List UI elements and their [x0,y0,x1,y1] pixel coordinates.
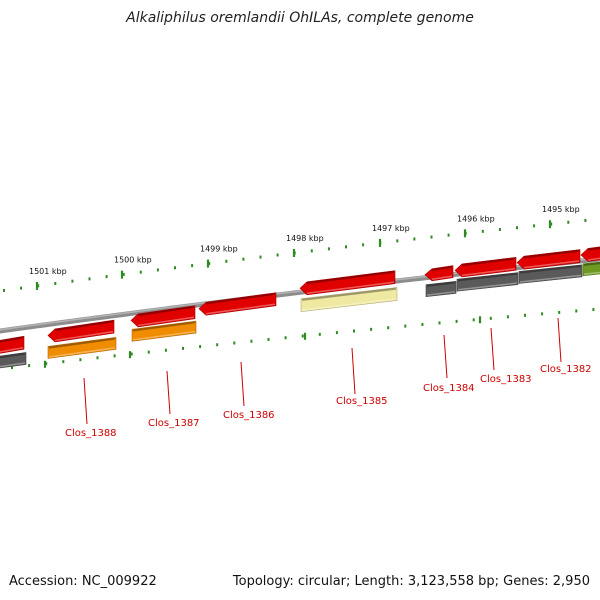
gene-bottom-edge [523,260,580,269]
label-leader-line [166,370,171,415]
gene-bottom-edge [587,257,600,261]
gene-arrow [47,319,115,343]
gene-arrow [424,265,454,282]
gene-top-edge [523,249,580,259]
tick-label: 1496 kbp [457,214,495,223]
map-title: Alkaliphilus oremlandii OhILAs, complete… [126,10,474,26]
gene-top-edge [205,292,276,305]
gene-labels: Clos_1382 Clos_1383 Clos_1384 Clos_1385 Clos… [65,317,592,439]
accession-text: Accession: NC_009922 [9,574,157,589]
tick-label: 1495 kbp [542,205,580,214]
gene-top-edge [461,257,516,267]
label-leader-line [83,377,88,425]
gene-annotation-bar [518,264,583,284]
gene-arrow [454,256,517,278]
label-leader-line [557,317,562,363]
gene-arrow [516,249,581,270]
gene-top-edge [132,321,196,332]
gene-label: Clos_1383 [480,374,532,385]
label-leader-line [490,327,495,371]
gene-bottom-edge [132,330,196,341]
gene-bottom-edge [0,362,26,368]
gene-top-edge [583,262,600,266]
gene-top-edge [426,281,456,287]
gene-label: Clos_1384 [423,383,475,394]
gene-bottom-edge [0,346,24,353]
gene-label: Clos_1386 [223,410,275,421]
gene-bottom-edge [301,298,397,311]
tick-label: 1501 kbp [29,267,67,276]
gene-bottom-edge [426,291,456,296]
label-leader-line [351,347,356,395]
gene-annotation-bar [456,272,519,292]
gene-bottom-edge [205,303,276,315]
gene-label: Clos_1382 [540,364,592,375]
gene-bottom-edge [583,271,600,275]
gene-arrow [198,292,277,316]
gene-label: Clos_1385 [336,396,388,407]
gene-bottom-edge [431,275,453,281]
gene-top-edge [48,337,116,349]
label-leader-line [443,334,448,379]
gene-top-edge [519,265,582,274]
gene-annotation-bar [425,280,457,297]
gene-annotation-bar [582,261,600,277]
gene-top-edge [0,336,24,343]
tick-label: 1497 kbp [372,224,410,233]
gene-bottom-edge [48,347,116,358]
tick-label: 1498 kbp [286,234,324,243]
gene-annotation-bar [0,352,27,369]
gene-top-edge [301,287,397,301]
tick-label: 1500 kbp [114,256,152,265]
gene-label: Clos_1387 [148,418,200,429]
ruler: 1495 kbp 1496 kbp 1497 kbp 1498 kbp 1499 kbp… [3,205,595,370]
gene-bottom-edge [306,281,395,295]
gene-bottom-edge [461,268,516,277]
gene-arrow [0,335,25,354]
gene-annotation-bar [131,320,197,342]
gene-label: Clos_1388 [65,428,117,439]
gene-bottom-edge [54,330,114,342]
gene-top-edge [54,320,114,332]
gene-arrow [130,305,196,328]
gene-arrow [580,246,600,262]
gene-top-edge [587,246,600,251]
gene-annotation-bar [47,337,117,359]
gene-top-edge [431,265,453,271]
gene-bottom-edge [457,282,518,291]
gene-top-edge [306,270,395,284]
gene-top-edge [457,272,518,282]
gene-annotation-bar [300,287,398,313]
gene-top-edge [0,352,26,359]
gene-bottom-edge [519,274,582,283]
gene-top-edge [137,305,195,317]
gene-arrow [299,270,396,296]
gene-bottom-edge [137,316,195,327]
tick-label: 1499 kbp [200,245,238,254]
label-leader-line [240,361,245,407]
gene-track [0,246,600,369]
genome-summary: Topology: circular; Length: 3,123,558 bp… [232,574,590,589]
